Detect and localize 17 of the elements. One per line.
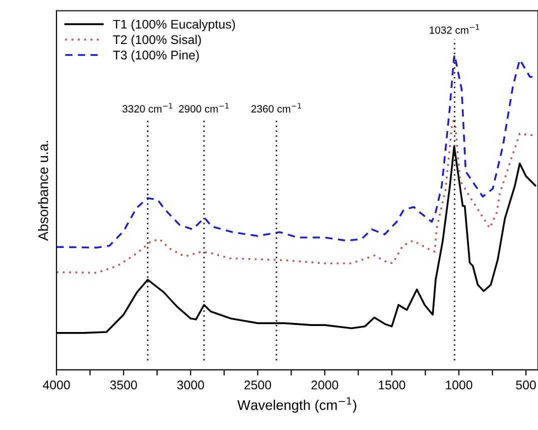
legend-label: T2 (100% Sisal) xyxy=(113,34,201,47)
legend-label: T3 (100% Pine) xyxy=(113,50,199,62)
x-tick-label: 1500 xyxy=(378,380,406,390)
x-tick-label: 2500 xyxy=(244,380,272,390)
ref-line-label: 1032 cm$^{−1}$ xyxy=(430,24,480,34)
legend-label: T1 (100% Eucalyptus) xyxy=(113,20,235,32)
x-tick-label: 1000 xyxy=(446,380,472,390)
x-axis-title: Wavelength (cm$^{−1}$) xyxy=(237,397,356,413)
x-tick-label: 500 xyxy=(516,380,536,390)
x-tick-label: 3000 xyxy=(177,380,204,390)
x-tick-label: 4000 xyxy=(42,380,70,390)
x-tick-label: 3500 xyxy=(110,380,137,390)
y-axis-title: Absorbance u.a. xyxy=(38,140,48,241)
ref-line-label: 2360 cm$^{−1}$ xyxy=(251,103,302,113)
ref-line-label: 2900 cm$^{−1}$ xyxy=(178,103,229,113)
x-tick-label: 2000 xyxy=(311,380,338,390)
ref-line-label: 3320 cm$^{−1}$ xyxy=(122,103,172,113)
